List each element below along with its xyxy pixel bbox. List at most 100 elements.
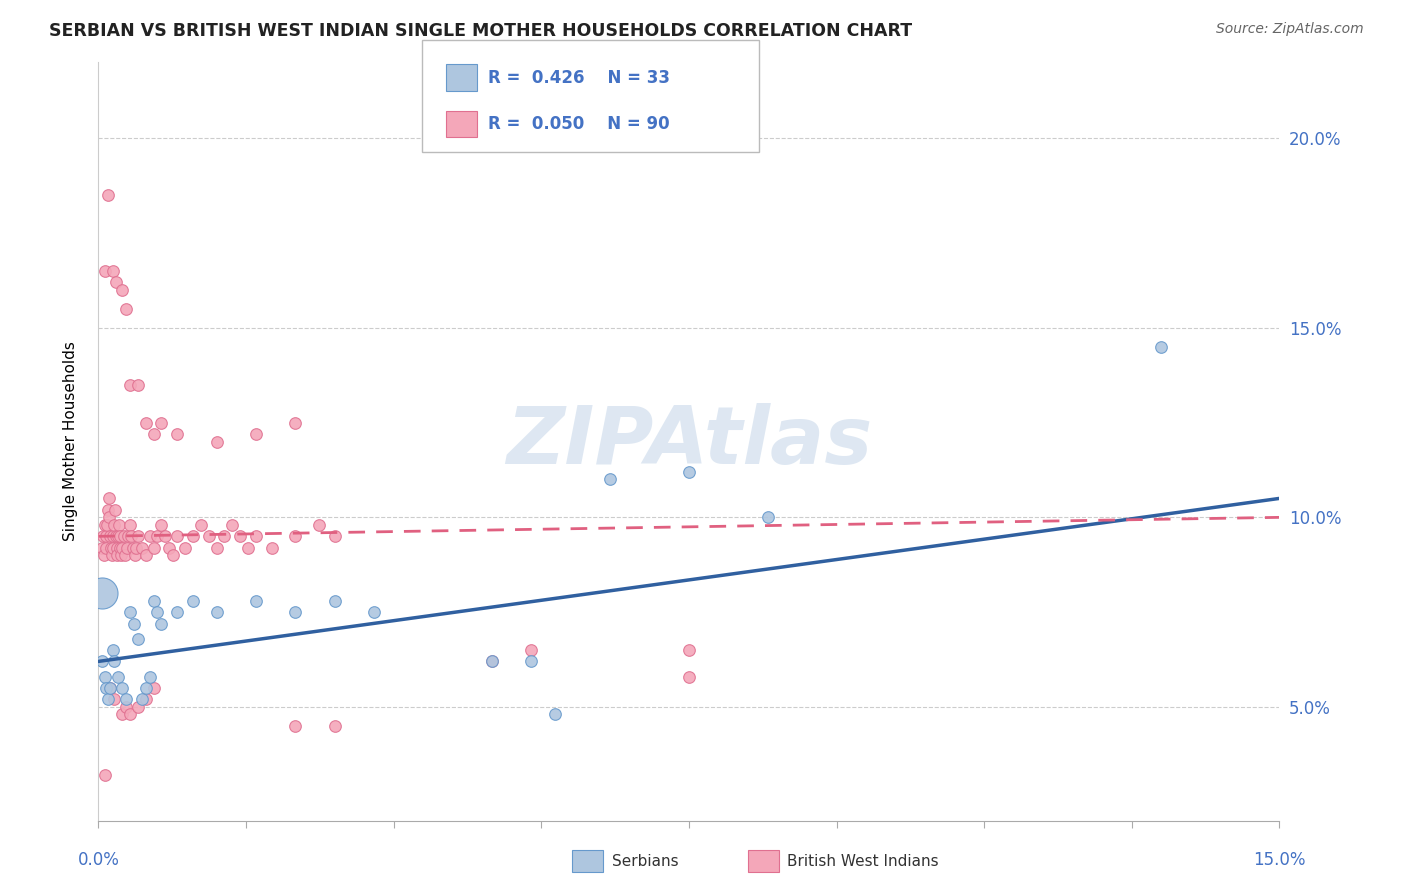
Point [245,529,267,543]
Point [142,541,165,555]
Point [100,541,122,555]
Point [91,586,114,600]
Point [107,669,129,684]
Point [181,594,204,608]
Point [142,594,165,608]
Point [96,517,118,532]
Text: 0.0%: 0.0% [77,851,120,869]
Point [118,517,141,532]
Point [104,529,127,543]
Point [105,541,128,555]
Point [150,616,173,631]
Point [104,503,127,517]
Point [214,529,236,543]
Text: Serbians: Serbians [612,855,678,869]
Point [150,416,173,430]
Point [114,548,136,563]
Point [229,529,252,543]
Point [138,669,160,684]
Point [103,517,125,532]
Point [678,465,700,479]
Point [245,427,267,442]
Point [108,541,131,555]
Point [115,692,138,706]
Point [103,655,125,669]
Text: Source: ZipAtlas.com: Source: ZipAtlas.com [1216,22,1364,37]
Point [127,377,149,392]
Point [115,541,138,555]
Point [98,529,121,543]
Point [127,632,149,646]
Point [98,681,121,695]
Point [111,541,134,555]
Point [96,681,118,695]
Point [101,529,124,543]
Point [166,427,188,442]
Point [599,473,621,487]
Point [127,529,149,543]
Point [157,541,180,555]
Point [101,643,124,657]
Point [118,605,141,619]
Point [93,669,115,684]
Point [115,301,138,316]
Point [205,541,228,555]
Point [520,655,543,669]
Point [97,692,120,706]
Point [155,529,177,543]
Point [98,510,121,524]
Point [108,517,131,532]
Point [544,707,567,722]
Point [245,594,267,608]
Text: R =  0.426    N = 33: R = 0.426 N = 33 [488,69,669,87]
Point [104,275,127,289]
Point [190,517,212,532]
Point [166,529,188,543]
Point [481,655,503,669]
Point [103,541,125,555]
Point [112,529,135,543]
Point [678,669,700,684]
Point [205,605,228,619]
Point [121,529,143,543]
Point [284,416,307,430]
Point [122,616,145,631]
Point [138,529,160,543]
Point [323,529,346,543]
Point [93,548,115,563]
Point [107,529,129,543]
Point [97,188,120,202]
Point [101,264,124,278]
Point [101,548,124,563]
Point [96,529,118,543]
Point [162,548,184,563]
Point [110,548,132,563]
Point [131,541,153,555]
Point [98,681,121,695]
Point [205,434,228,449]
Point [146,529,169,543]
Point [142,681,165,695]
Point [91,541,114,555]
Text: 15.0%: 15.0% [1253,851,1306,869]
Point [135,548,157,563]
Point [135,416,157,430]
Point [93,768,115,782]
Point [115,699,138,714]
Point [111,283,134,297]
Text: ZIPAtlas: ZIPAtlas [506,402,872,481]
Point [1150,340,1173,354]
Point [111,707,134,722]
Point [308,517,330,532]
Point [103,692,125,706]
Text: R =  0.050    N = 90: R = 0.050 N = 90 [488,115,669,133]
Point [118,377,141,392]
Point [97,491,120,506]
Point [124,548,146,563]
Point [127,699,149,714]
Point [174,541,197,555]
Point [323,594,346,608]
Text: SERBIAN VS BRITISH WEST INDIAN SINGLE MOTHER HOUSEHOLDS CORRELATION CHART: SERBIAN VS BRITISH WEST INDIAN SINGLE MO… [49,22,912,40]
Point [363,605,385,619]
Point [111,681,134,695]
